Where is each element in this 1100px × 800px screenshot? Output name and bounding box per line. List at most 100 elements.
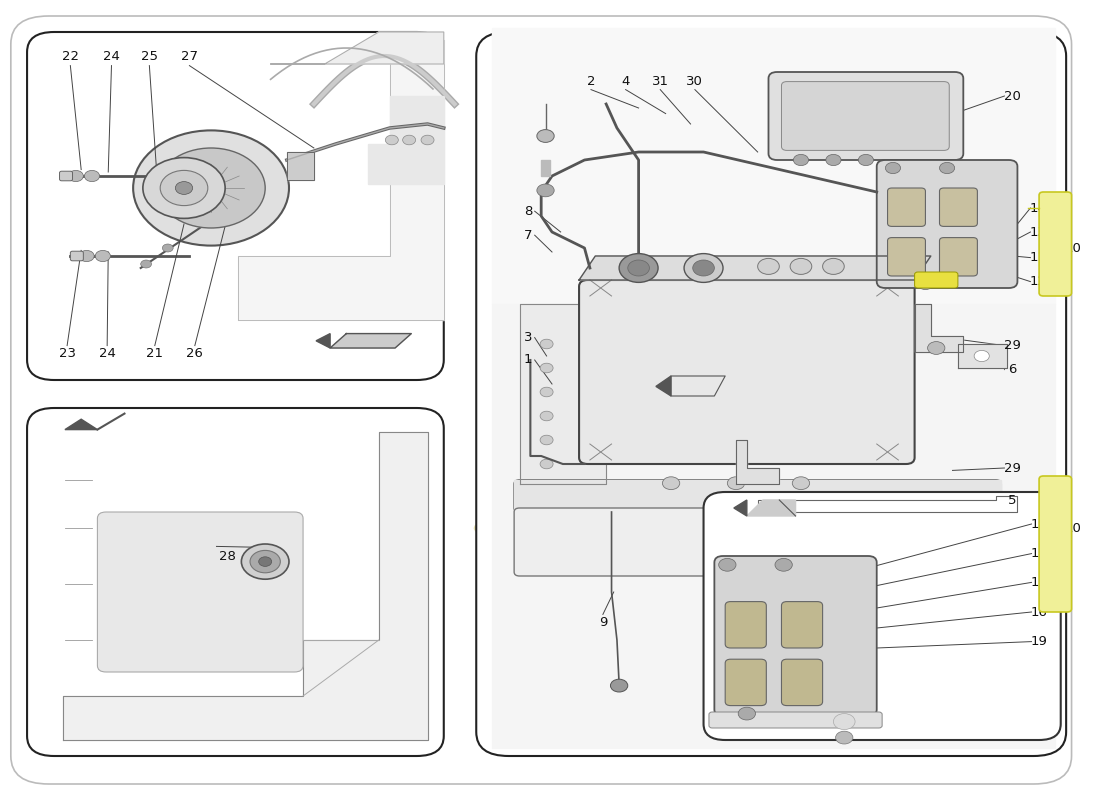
Circle shape (385, 135, 398, 145)
Circle shape (79, 250, 95, 262)
FancyBboxPatch shape (28, 408, 443, 756)
Text: 30: 30 (686, 75, 703, 88)
Text: 31: 31 (651, 75, 669, 88)
FancyBboxPatch shape (704, 492, 1060, 740)
FancyBboxPatch shape (514, 508, 839, 576)
FancyBboxPatch shape (1040, 192, 1071, 296)
Text: 25: 25 (141, 50, 158, 62)
Circle shape (727, 477, 745, 490)
Polygon shape (65, 419, 98, 430)
Text: 6: 6 (1008, 363, 1016, 376)
Circle shape (927, 342, 945, 354)
Text: 27: 27 (180, 50, 198, 62)
Circle shape (403, 135, 416, 145)
Circle shape (662, 477, 680, 490)
FancyBboxPatch shape (28, 32, 443, 380)
Text: 17: 17 (1031, 576, 1047, 589)
Polygon shape (63, 432, 428, 740)
Circle shape (939, 162, 955, 174)
FancyBboxPatch shape (725, 602, 767, 648)
Polygon shape (758, 496, 1018, 512)
Text: 13: 13 (1030, 226, 1046, 238)
Circle shape (826, 154, 842, 166)
Circle shape (975, 350, 989, 362)
Polygon shape (579, 256, 931, 280)
Circle shape (241, 544, 289, 579)
Circle shape (792, 477, 810, 490)
Circle shape (540, 339, 553, 349)
Circle shape (834, 714, 855, 730)
Circle shape (143, 158, 226, 218)
Text: 22: 22 (62, 50, 79, 62)
Circle shape (537, 184, 554, 197)
FancyBboxPatch shape (11, 16, 1071, 784)
Polygon shape (368, 96, 443, 184)
Circle shape (793, 154, 808, 166)
Circle shape (823, 258, 845, 274)
FancyBboxPatch shape (1040, 476, 1071, 612)
Text: 11: 11 (1030, 251, 1046, 264)
Polygon shape (238, 40, 443, 320)
Circle shape (610, 679, 628, 692)
Circle shape (540, 387, 553, 397)
Circle shape (693, 260, 714, 276)
Circle shape (836, 731, 852, 744)
Text: 24: 24 (99, 347, 116, 360)
Text: 20: 20 (1003, 90, 1021, 102)
FancyBboxPatch shape (59, 171, 73, 181)
Polygon shape (514, 480, 1001, 512)
Text: 10: 10 (1064, 522, 1081, 534)
FancyBboxPatch shape (70, 251, 84, 261)
FancyBboxPatch shape (914, 272, 958, 288)
Text: 10: 10 (1064, 242, 1081, 254)
Polygon shape (914, 304, 964, 352)
Text: 28: 28 (219, 550, 235, 562)
Circle shape (85, 170, 100, 182)
Circle shape (917, 278, 933, 290)
Polygon shape (287, 152, 314, 180)
Text: 18: 18 (1031, 518, 1047, 530)
Circle shape (250, 550, 280, 573)
FancyBboxPatch shape (781, 602, 823, 648)
Circle shape (258, 557, 272, 566)
Text: 9: 9 (598, 616, 607, 629)
Text: 7: 7 (524, 229, 532, 242)
Polygon shape (736, 440, 779, 484)
Text: 4: 4 (621, 75, 630, 88)
FancyBboxPatch shape (714, 556, 877, 716)
Circle shape (540, 363, 553, 373)
FancyBboxPatch shape (725, 659, 767, 706)
Circle shape (776, 558, 792, 571)
Text: a passion for parts: a passion for parts (470, 513, 700, 607)
Polygon shape (671, 376, 725, 396)
Polygon shape (493, 304, 1055, 748)
Circle shape (619, 254, 658, 282)
Text: 12: 12 (1030, 275, 1046, 288)
Polygon shape (958, 344, 1007, 368)
Text: 1: 1 (524, 354, 532, 366)
Circle shape (628, 260, 649, 276)
Text: 26: 26 (186, 347, 204, 360)
Polygon shape (519, 304, 606, 484)
Polygon shape (747, 500, 795, 516)
Text: 19: 19 (1031, 635, 1047, 648)
Circle shape (537, 130, 554, 142)
Circle shape (684, 254, 723, 282)
FancyBboxPatch shape (781, 659, 823, 706)
Text: 2: 2 (586, 75, 595, 88)
Text: epc: epc (649, 168, 1008, 344)
Text: 16: 16 (1031, 606, 1047, 618)
FancyBboxPatch shape (476, 32, 1066, 756)
Text: 8: 8 (524, 205, 532, 218)
Text: 5: 5 (1008, 494, 1016, 506)
FancyBboxPatch shape (98, 512, 304, 672)
FancyBboxPatch shape (939, 188, 978, 226)
Circle shape (96, 250, 110, 262)
Text: 21: 21 (146, 347, 163, 360)
Polygon shape (271, 32, 443, 64)
Circle shape (157, 148, 265, 228)
Circle shape (738, 707, 756, 720)
Polygon shape (656, 376, 671, 396)
Circle shape (161, 170, 208, 206)
Circle shape (718, 558, 736, 571)
